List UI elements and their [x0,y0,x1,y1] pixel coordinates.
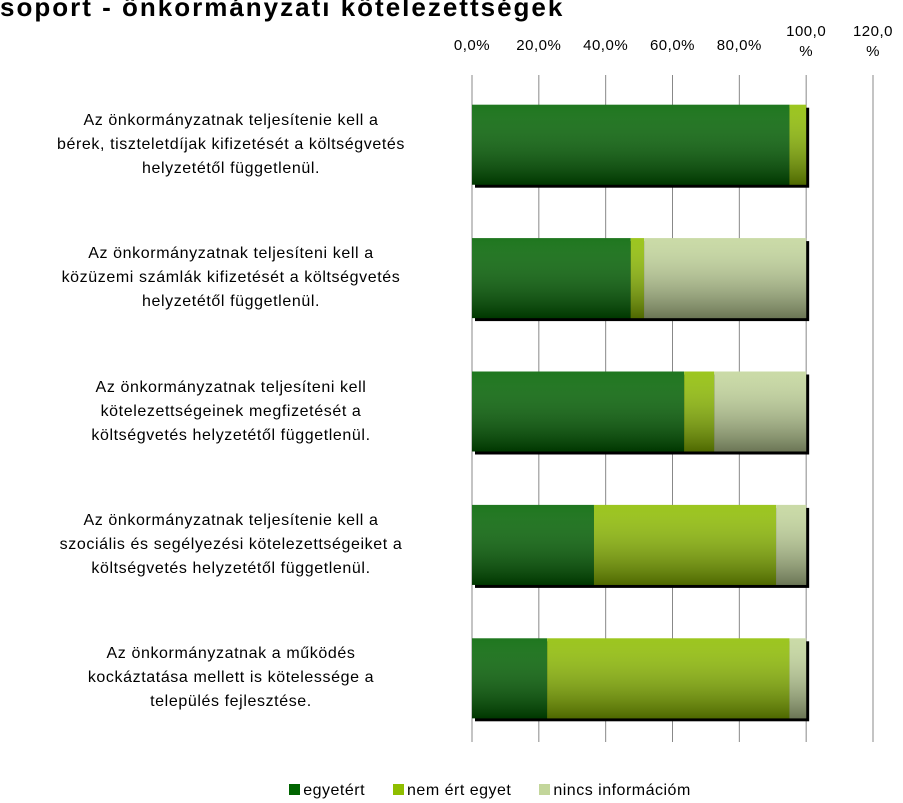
bar-shade [472,104,790,185]
x-tick-label: 20,0% [516,37,562,54]
bar-shade [547,638,790,719]
bar-shade [789,638,807,719]
legend-item: nincs információm [539,782,690,800]
category-label: Az önkormányzatnak teljesíteni kell köte… [91,378,371,444]
bar-shade [714,371,807,452]
bar-shade [776,504,807,585]
bar-group [472,238,810,322]
legend-label: nem ért egyet [407,782,512,799]
x-tick-label: 40,0% [583,37,629,54]
x-tick-label: 120,0 % [852,23,894,60]
bar-shade [630,238,645,319]
x-tick-label: 0,0% [453,37,491,54]
x-tick-label: 60,0% [649,37,696,54]
bar-shade [472,638,548,719]
bar-shade [789,104,807,185]
category-label: Az önkormányzatnak teljesítenie kell a b… [56,111,406,177]
bar-shade [684,371,715,452]
legend-swatch [289,784,301,795]
bar-shade [472,504,594,585]
category-label: Az önkormányzatnak teljesítenie kell a s… [59,511,403,577]
chart-title: soport - önkormányzati kötelezettségek [0,0,565,22]
legend-label: egyetért [303,782,366,799]
legend: egyetért nem ért egyet nincs információm [0,782,903,800]
legend-item: nem ért egyet [393,782,511,800]
legend-item: egyetért [289,782,365,800]
legend-label: nincs információm [553,782,691,799]
bar-group [472,371,810,455]
bar-shade [644,238,807,319]
bar-shade [472,371,685,452]
bar-group [472,504,810,588]
x-tick-label: 100,0 % [786,23,827,60]
legend-swatch [539,784,551,795]
bar-shade [472,238,631,319]
bar-group [472,638,810,722]
bar-group [472,104,810,188]
category-label: Az önkormányzatnak a működés kockáztatás… [87,645,375,711]
x-tick-label: 80,0% [716,37,762,54]
bar-shade [593,504,777,585]
category-label: Az önkormányzatnak teljesíteni kell a kö… [61,245,401,311]
legend-swatch [393,784,405,795]
